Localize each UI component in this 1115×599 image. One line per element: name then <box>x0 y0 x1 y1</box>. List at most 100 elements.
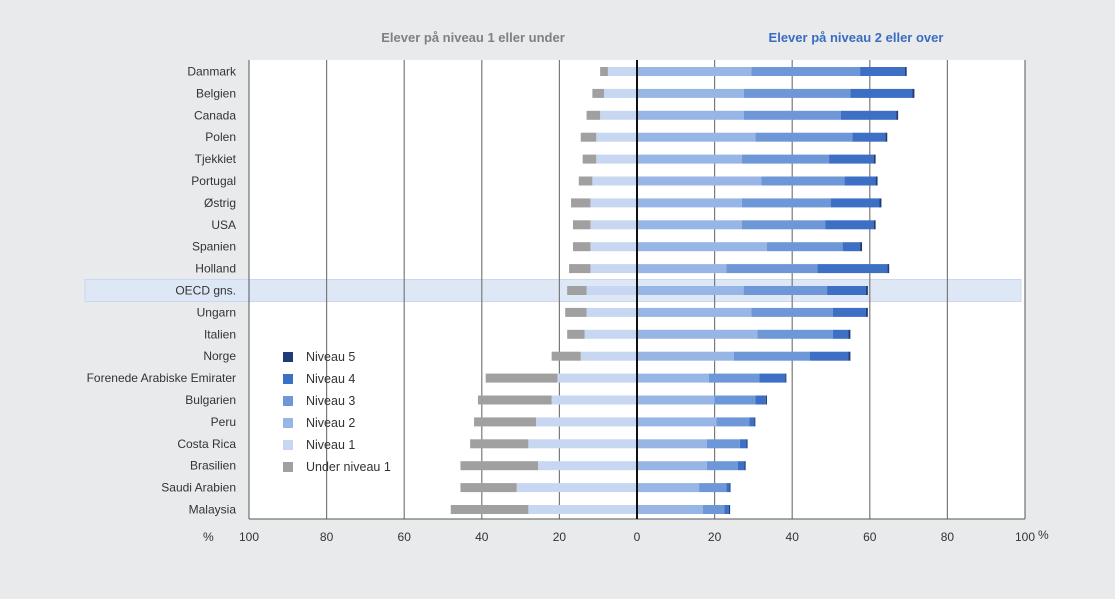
legend-label-under-niveau-1: Under niveau 1 <box>306 460 391 474</box>
bar-under-niveau1-costa-rica <box>470 439 529 449</box>
country-label-portugal: Portugal <box>191 174 236 188</box>
bar-niveau2-portugal <box>637 176 762 186</box>
country-label-canada: Canada <box>194 108 236 122</box>
country-label-peru: Peru <box>211 415 236 429</box>
bar-niveau5-portugal <box>875 176 878 186</box>
bar-niveau2-canada <box>637 110 744 120</box>
bar-under-niveau1-polen <box>580 132 597 142</box>
bar-niveau2-brasilien <box>637 461 707 471</box>
bar-niveau2-peru <box>637 417 717 427</box>
bar-under-niveau1-portugal <box>578 176 593 186</box>
bar-niveau3-tjekkiet <box>741 154 830 164</box>
bar-under-niveau1-brasilien <box>460 461 539 471</box>
bar-niveau2-oecd-gns- <box>637 286 744 295</box>
bar-under-niveau1-canada <box>586 110 601 120</box>
bar-niveau1-left-østrig <box>590 198 637 208</box>
bar-niveau4-brasilien <box>737 461 745 471</box>
axis-unit-right: % <box>1038 528 1049 542</box>
bar-niveau5-spanien <box>860 242 863 252</box>
bar-under-niveau1-belgien <box>592 88 605 98</box>
x-tick-5: 0 <box>634 530 641 544</box>
bar-niveau1-left-brasilien <box>538 461 637 471</box>
legend-label-niveau-4: Niveau 4 <box>306 372 355 386</box>
bar-niveau3-belgien <box>743 88 851 98</box>
bar-niveau5-polen <box>885 132 888 142</box>
bar-niveau5-costa-rica <box>746 439 748 449</box>
bar-niveau4-tjekkiet <box>829 154 874 164</box>
x-tick-3: 40 <box>475 530 489 544</box>
country-label-belgien: Belgien <box>196 86 236 100</box>
country-label-østrig: Østrig <box>204 196 236 210</box>
country-label-forenede-arabiske-emirater: Forenede Arabiske Emirater <box>87 371 236 385</box>
country-label-ungarn: Ungarn <box>197 305 236 319</box>
country-label-bulgarien: Bulgarien <box>185 393 236 407</box>
bar-niveau2-saudi-arabien <box>637 483 700 493</box>
bar-niveau4-canada <box>840 110 897 120</box>
legend-label-niveau-1: Niveau 1 <box>306 438 355 452</box>
bar-niveau5-saudi-arabien <box>729 483 731 493</box>
bar-niveau3-norge <box>734 351 810 361</box>
legend-swatch-niveau-5 <box>283 352 293 362</box>
bar-under-niveau1-ungarn <box>565 307 587 317</box>
bar-niveau1-left-bulgarien <box>551 395 637 405</box>
bar-niveau1-left-polen <box>596 132 637 142</box>
axis-unit-left: % <box>203 530 214 544</box>
bar-niveau2-usa <box>637 220 742 230</box>
legend-swatch-under-niveau-1 <box>283 462 293 472</box>
x-tick-4: 20 <box>553 530 567 544</box>
bar-niveau4-belgien <box>850 88 913 98</box>
bar-niveau1-left-norge <box>580 351 637 361</box>
bar-under-niveau1-usa <box>572 220 591 230</box>
country-label-italien: Italien <box>204 327 236 341</box>
bar-niveau5-italien <box>848 329 851 339</box>
bar-niveau4-norge <box>809 351 849 361</box>
bar-niveau3-peru <box>716 417 750 427</box>
bar-niveau3-danmark <box>751 67 861 76</box>
bar-niveau2-danmark <box>637 67 752 76</box>
bar-niveau3-spanien <box>766 242 843 252</box>
bar-niveau3-holland <box>726 264 818 274</box>
bar-niveau4-italien <box>832 329 849 339</box>
bar-under-niveau1-østrig <box>571 198 591 208</box>
bar-niveau1-left-tjekkiet <box>596 154 637 164</box>
bar-niveau1-left-portugal <box>592 176 637 186</box>
bar-niveau1-left-oecd-gns- <box>586 286 637 295</box>
bar-niveau5-canada <box>896 110 899 120</box>
bar-niveau1-left-danmark <box>607 67 637 76</box>
bar-under-niveau1-holland <box>569 264 591 274</box>
bar-under-niveau1-malaysia <box>450 505 529 514</box>
highlight-band-oecd <box>84 279 1022 302</box>
bar-niveau3-portugal <box>761 176 845 186</box>
legend-swatch-niveau-2 <box>283 418 293 428</box>
legend-label-niveau-5: Niveau 5 <box>306 350 355 364</box>
bar-niveau2-forenede-arabiske-emirater <box>637 373 709 383</box>
bar-niveau5-oecd-gns- <box>865 286 868 295</box>
bar-niveau5-brasilien <box>744 461 746 471</box>
bar-niveau4-holland <box>817 264 888 274</box>
country-label-malaysia: Malaysia <box>189 503 237 517</box>
heading-left: Elever på niveau 1 eller under <box>381 30 565 45</box>
bar-niveau3-østrig <box>741 198 831 208</box>
bar-niveau5-peru <box>754 417 756 427</box>
country-label-polen: Polen <box>205 130 236 144</box>
bar-niveau3-malaysia <box>702 505 725 514</box>
country-label-oecd-gns-: OECD gns. <box>175 284 236 298</box>
country-label-danmark: Danmark <box>187 65 237 79</box>
country-label-spanien: Spanien <box>192 240 236 254</box>
bar-niveau4-peru <box>749 417 755 427</box>
x-tick-7: 40 <box>786 530 800 544</box>
country-label-norge: Norge <box>203 349 236 363</box>
bar-niveau5-danmark <box>904 67 907 76</box>
bar-niveau3-costa-rica <box>706 439 740 449</box>
bar-niveau5-belgien <box>912 88 915 98</box>
x-tick-9: 80 <box>941 530 955 544</box>
bar-niveau3-saudi-arabien <box>699 483 727 493</box>
bar-niveau1-left-costa-rica <box>528 439 637 449</box>
legend-swatch-niveau-4 <box>283 374 293 384</box>
bar-niveau2-spanien <box>637 242 767 252</box>
x-tick-8: 60 <box>863 530 877 544</box>
bar-niveau1-left-peru <box>536 417 637 427</box>
bar-niveau4-ungarn <box>832 307 866 317</box>
bar-niveau3-oecd-gns- <box>743 286 828 295</box>
bar-under-niveau1-forenede-arabiske-emirater <box>485 373 558 383</box>
